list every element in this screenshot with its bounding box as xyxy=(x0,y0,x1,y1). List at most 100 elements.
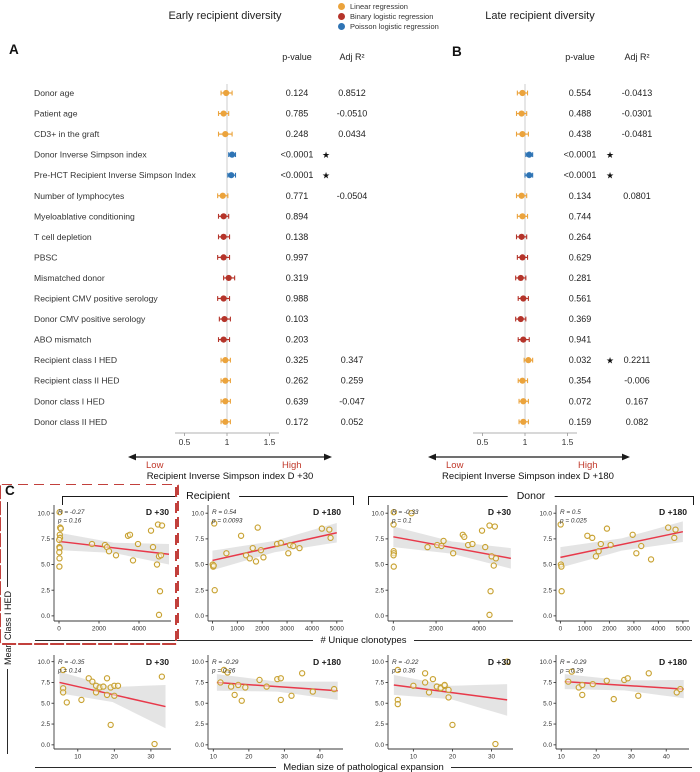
svg-text:20: 20 xyxy=(449,754,457,761)
r-annotation: R = -0.33 xyxy=(392,509,419,516)
scatter-recipient-d30-clonotypes: 0.0 2.5 5.0 7.5 10.0 0 2000 4000 D +30 R = -0.27 p… xyxy=(38,505,171,633)
data-point xyxy=(478,527,486,534)
data-point xyxy=(260,554,267,561)
forest-row-A-1: Patient age 0.785 -0.0510 xyxy=(34,109,367,119)
forest-row-B-11: 0.369 xyxy=(515,314,591,324)
data-point xyxy=(671,534,678,542)
data-point xyxy=(263,683,270,690)
donor-group-title: Donor xyxy=(507,490,555,502)
forest-point xyxy=(220,295,227,302)
data-point xyxy=(394,700,401,708)
svg-text:0.438: 0.438 xyxy=(569,129,592,139)
svg-text:10.0: 10.0 xyxy=(372,659,385,666)
svg-text:0.771: 0.771 xyxy=(286,191,309,201)
svg-text:★: ★ xyxy=(322,171,330,181)
panel-a-pvalue-header: p-value xyxy=(282,52,312,62)
legend-label-binary: Binary logistic regression xyxy=(350,12,434,21)
svg-text:0.319: 0.319 xyxy=(286,273,309,283)
svg-text:Patient age: Patient age xyxy=(34,109,78,119)
timepoint-title: D +30 xyxy=(146,507,169,517)
svg-text:0.159: 0.159 xyxy=(569,417,592,427)
forest-row-B-2: 0.438 -0.0481 xyxy=(515,129,652,139)
svg-text:0.629: 0.629 xyxy=(569,252,592,262)
svg-text:0.347: 0.347 xyxy=(341,355,364,365)
data-point xyxy=(242,684,249,691)
forest-plots-svg: Donor age 0.124 0.8512 Patient age 0.785 -0.0… xyxy=(34,84,652,482)
data-point xyxy=(487,588,494,595)
forest-point xyxy=(520,336,527,343)
panel-b-adjr2-header: Adj R² xyxy=(624,52,650,62)
svg-text:1.5: 1.5 xyxy=(562,437,574,447)
x-axis-line-left2 xyxy=(35,766,277,769)
svg-text:Recipient class II HED: Recipient class II HED xyxy=(34,376,120,386)
svg-text:5.0: 5.0 xyxy=(375,700,384,707)
forest-point xyxy=(222,131,229,138)
svg-text:<0.0001: <0.0001 xyxy=(564,170,597,180)
data-point xyxy=(440,537,447,545)
svg-text:0.0: 0.0 xyxy=(543,613,552,620)
svg-text:0: 0 xyxy=(392,626,396,633)
data-point xyxy=(449,721,456,729)
svg-text:0.0434: 0.0434 xyxy=(338,129,366,139)
svg-text:0.488: 0.488 xyxy=(569,109,592,119)
data-point xyxy=(149,543,157,551)
svg-text:0.032: 0.032 xyxy=(569,355,592,365)
forest-row-A-2: CD3+ in the graft 0.248 0.0434 xyxy=(34,129,366,139)
forest-row-A-14: Recipient class II HED 0.262 0.259 xyxy=(34,376,363,386)
forest-point xyxy=(517,274,524,282)
panel-a-adjr2-header: Adj R² xyxy=(339,52,365,62)
data-point xyxy=(579,681,586,689)
svg-text:2.5: 2.5 xyxy=(543,587,552,594)
data-point xyxy=(238,697,245,704)
data-point xyxy=(595,548,602,555)
data-point xyxy=(100,683,107,690)
data-point xyxy=(153,561,161,568)
scatter-recipient-d180-expansion: 0.0 2.5 5.0 7.5 10.0 10 20 30 40 D +180 R = -0.29 p… xyxy=(192,655,343,761)
data-point xyxy=(156,588,164,595)
scatter-donor-d180-expansion: 0.0 2.5 5.0 7.5 10.0 10 20 30 40 D +180 R = -0.29 p… xyxy=(540,655,689,761)
forest-point xyxy=(222,357,229,364)
svg-text:30: 30 xyxy=(147,754,155,761)
data-point xyxy=(56,563,63,570)
data-point xyxy=(56,555,63,562)
svg-text:0.0: 0.0 xyxy=(375,742,384,749)
data-point xyxy=(57,525,64,532)
svg-text:2.5: 2.5 xyxy=(41,721,50,728)
forest-row-B-8: 0.629 xyxy=(516,252,592,262)
svg-text:10.0: 10.0 xyxy=(372,510,385,517)
scatter-points xyxy=(390,509,500,619)
data-point xyxy=(129,557,137,564)
data-point xyxy=(645,670,652,677)
svg-text:0.5: 0.5 xyxy=(477,437,489,447)
svg-text:30: 30 xyxy=(281,754,289,761)
svg-text:4000: 4000 xyxy=(651,626,666,633)
timepoint-title: D +180 xyxy=(313,507,341,517)
data-point xyxy=(231,691,238,699)
svg-text:Recipient Inverse Simpson inde: Recipient Inverse Simpson index D +30 xyxy=(147,471,314,482)
legend-item-binary: Binary logistic regression xyxy=(338,12,439,21)
legend-item-poisson: Poisson logistic regression xyxy=(338,22,439,31)
data-point xyxy=(298,670,306,677)
forest-row-B-12: 0.941 xyxy=(517,335,591,345)
data-point xyxy=(410,682,417,689)
svg-text:Low: Low xyxy=(446,460,464,471)
svg-text:T cell depletion: T cell depletion xyxy=(34,232,92,242)
scatter-points xyxy=(59,666,166,748)
p-annotation: p = 0.0093 xyxy=(211,518,243,525)
forest-row-B-4: <0.0001 ★ xyxy=(524,170,614,181)
svg-text:7.5: 7.5 xyxy=(375,680,384,687)
svg-text:0.0: 0.0 xyxy=(543,742,552,749)
data-point xyxy=(425,689,433,696)
forest-row-B-1: 0.488 -0.0301 xyxy=(515,109,652,119)
svg-text:2000: 2000 xyxy=(255,626,270,633)
data-point xyxy=(59,689,67,696)
svg-text:2000: 2000 xyxy=(92,626,107,633)
data-point xyxy=(677,685,684,693)
forest-row-A-8: PBSC 0.997 xyxy=(34,252,308,262)
svg-text:5.0: 5.0 xyxy=(41,700,50,707)
data-point xyxy=(112,552,120,559)
svg-text:0.5: 0.5 xyxy=(179,437,191,447)
svg-text:20: 20 xyxy=(593,754,601,761)
data-point xyxy=(155,611,163,619)
